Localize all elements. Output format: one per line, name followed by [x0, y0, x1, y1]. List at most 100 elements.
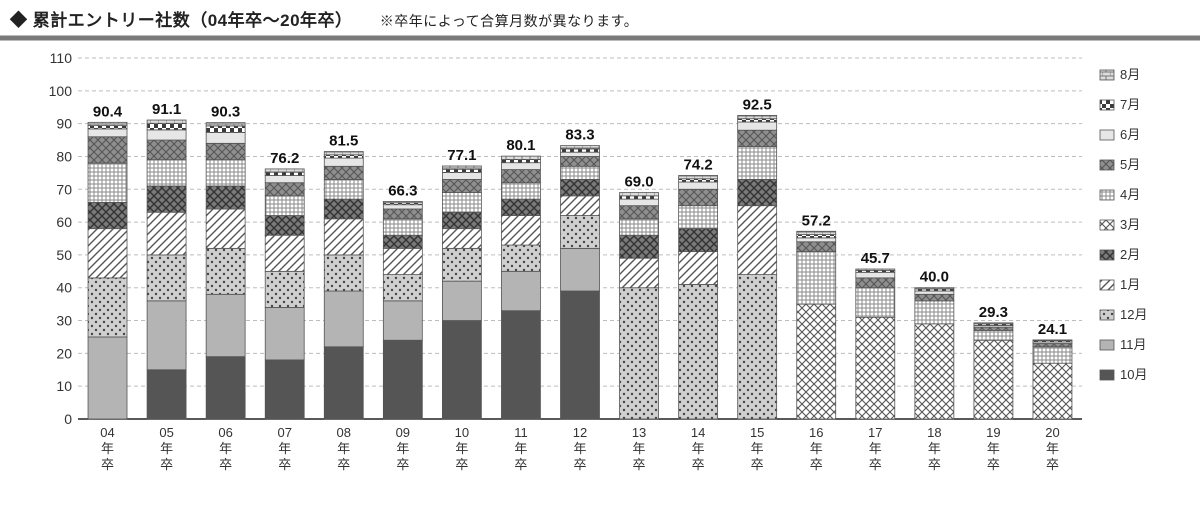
bar-segment [797, 252, 836, 305]
bar-segment [620, 206, 659, 219]
bar-segment [265, 235, 304, 271]
category-label: 年 [455, 441, 468, 456]
legend-swatch [1100, 130, 1114, 140]
bar-segment [679, 206, 718, 229]
bar-segment [561, 291, 600, 419]
bar-total-label: 57.2 [802, 212, 831, 229]
bar-segment [561, 179, 600, 195]
category-label: 卒 [219, 457, 232, 472]
category-label: 卒 [692, 457, 705, 472]
category-label: 09 [396, 425, 410, 440]
category-label: 卒 [455, 457, 468, 472]
category-label: 卒 [278, 457, 291, 472]
bar-total-label: 90.4 [93, 103, 123, 120]
legend-label: 1月 [1120, 277, 1140, 292]
chart-title: ◆ 累計エントリー社数（04年卒～20年卒） [10, 11, 353, 30]
legend-swatch [1100, 100, 1114, 110]
bar-segment [147, 160, 186, 186]
bar-segment [620, 196, 659, 199]
legend-label: 3月 [1120, 217, 1140, 232]
bar-total-label: 24.1 [1038, 321, 1067, 338]
bar-segment [501, 163, 540, 170]
bar-segment [679, 229, 718, 252]
bar-segment [88, 122, 127, 125]
bar-segment [442, 229, 481, 249]
bar-segment [88, 229, 127, 278]
category-label: 年 [514, 441, 527, 456]
bar-segment [856, 272, 895, 278]
bar-segment [561, 149, 600, 152]
category-label: 年 [278, 441, 291, 456]
bar-segment [88, 278, 127, 337]
category-label: 卒 [101, 457, 114, 472]
bar-segment [679, 252, 718, 285]
bar-segment [324, 219, 363, 255]
bar-segment [561, 196, 600, 216]
bar-total-label: 66.3 [388, 182, 417, 199]
bar-segment [206, 132, 245, 143]
category-label: 年 [987, 441, 1000, 456]
category-label: 卒 [1046, 457, 1059, 472]
bar-total-label: 77.1 [447, 147, 476, 164]
bar-segment [442, 248, 481, 281]
bar-segment [265, 183, 304, 196]
bar-segment [265, 175, 304, 182]
bar-segment [501, 183, 540, 199]
legend-swatch [1100, 70, 1114, 80]
bar-segment [561, 248, 600, 291]
bar-segment [383, 275, 422, 301]
bar-segment [1033, 344, 1072, 347]
chart-title-bar: ◆ 累計エントリー社数（04年卒～20年卒） ※卒年によって合算月数が異なります… [0, 0, 1200, 35]
legend-label: 2月 [1120, 247, 1140, 262]
bar-segment [620, 258, 659, 288]
bar-segment [324, 166, 363, 179]
category-label: 年 [751, 441, 764, 456]
category-label: 04 [100, 425, 114, 440]
bar-total-label: 29.3 [979, 304, 1008, 321]
bar-segment [501, 311, 540, 419]
category-label: 年 [219, 441, 232, 456]
bar-segment [265, 216, 304, 236]
bar-segment [383, 340, 422, 419]
category-label: 16 [809, 425, 823, 440]
category-label: 12 [573, 425, 587, 440]
bar-total-label: 40.0 [920, 269, 949, 286]
bar-segment [856, 317, 895, 419]
y-tick-label: 50 [56, 247, 72, 263]
y-tick-label: 100 [49, 83, 73, 99]
bar-segment [738, 179, 777, 205]
bar-segment [501, 156, 540, 159]
title-underline [0, 35, 1200, 41]
bar-segment [856, 288, 895, 318]
category-label: 卒 [160, 457, 173, 472]
bar-segment [620, 288, 659, 419]
bar-segment [501, 271, 540, 310]
bar-segment [88, 202, 127, 228]
bar-segment [561, 146, 600, 149]
legend-label: 6月 [1120, 127, 1140, 142]
category-label: 18 [927, 425, 941, 440]
bar-total-label: 45.7 [861, 250, 890, 267]
bar-segment [1033, 347, 1072, 363]
legend-label: 10月 [1120, 367, 1147, 382]
bar-total-label: 74.2 [684, 156, 713, 173]
legend-label: 5月 [1120, 157, 1140, 172]
category-label: 年 [810, 441, 823, 456]
category-label: 卒 [633, 457, 646, 472]
bar-segment [442, 169, 481, 172]
bar-segment [620, 235, 659, 258]
category-label: 卒 [514, 457, 527, 472]
bar-segment [324, 347, 363, 419]
bar-segment [88, 129, 127, 137]
category-label: 年 [869, 441, 882, 456]
bar-segment [88, 126, 127, 129]
bar-segment [561, 216, 600, 249]
category-label: 卒 [810, 457, 823, 472]
bar-segment [442, 321, 481, 419]
bar-segment [679, 179, 718, 182]
bar-segment [383, 205, 422, 209]
category-label: 10 [455, 425, 469, 440]
legend-label: 11月 [1120, 337, 1147, 352]
bar-total-label: 90.3 [211, 104, 240, 121]
bar-segment [383, 219, 422, 235]
